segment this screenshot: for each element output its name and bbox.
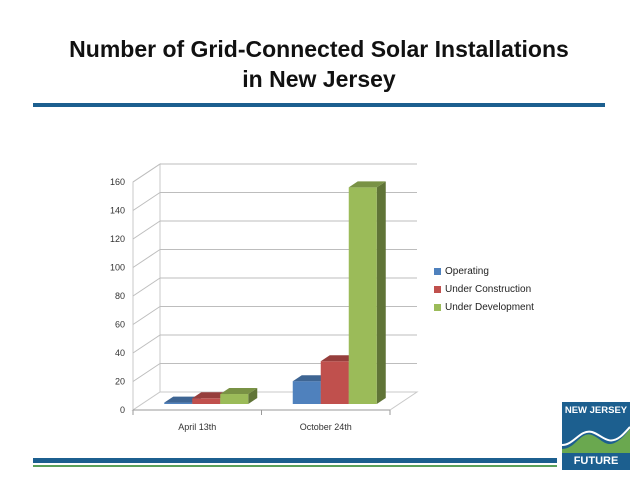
y-tick-label: 0 bbox=[120, 405, 125, 415]
bar-top bbox=[164, 396, 202, 403]
bar-top bbox=[348, 181, 386, 188]
chart-legend: Operating Under Construction Under Develop… bbox=[434, 262, 534, 316]
x-tick-label: April 13th bbox=[178, 422, 216, 432]
gridline-side bbox=[132, 334, 161, 354]
bar bbox=[292, 381, 321, 404]
gridline-side bbox=[132, 249, 161, 268]
y-tick-label: 120 bbox=[110, 234, 125, 244]
bar bbox=[348, 187, 377, 404]
bar-side bbox=[376, 181, 386, 404]
logo-wave-icon bbox=[562, 419, 630, 453]
y-tick-label: 20 bbox=[115, 377, 125, 387]
legend-label: Operating bbox=[445, 265, 489, 277]
legend-label: Under Construction bbox=[445, 283, 532, 295]
bar-side bbox=[248, 388, 258, 404]
gridline-side bbox=[132, 306, 161, 325]
title-divider bbox=[33, 103, 605, 107]
legend-item: Under Development bbox=[434, 298, 534, 316]
legend-swatch bbox=[434, 267, 441, 275]
bar-top bbox=[220, 388, 258, 395]
footer-rule-blue bbox=[33, 458, 557, 463]
gridline-side bbox=[132, 363, 161, 382]
gridline-side bbox=[132, 192, 161, 211]
bar bbox=[220, 394, 249, 404]
legend-swatch bbox=[434, 285, 441, 293]
legend-swatch bbox=[434, 303, 441, 311]
new-jersey-future-logo: NEW JERSEY FUTURE bbox=[562, 402, 630, 470]
gridline-side bbox=[132, 163, 161, 183]
bar-top bbox=[192, 392, 230, 399]
gridline-side bbox=[132, 277, 161, 297]
y-tick-label: 140 bbox=[110, 206, 125, 216]
logo-text-top: NEW JERSEY bbox=[562, 402, 630, 419]
bar-top bbox=[292, 375, 330, 382]
bar-top bbox=[320, 355, 358, 362]
slide-title-line-1: Number of Grid-Connected Solar Installat… bbox=[69, 36, 569, 62]
y-tick-label: 160 bbox=[110, 177, 125, 187]
y-tick-label: 80 bbox=[115, 291, 125, 301]
bar bbox=[164, 402, 193, 404]
legend-item: Operating bbox=[434, 262, 534, 280]
y-tick-label: 100 bbox=[110, 263, 125, 273]
legend-label: Under Development bbox=[445, 301, 534, 313]
gridline-side bbox=[132, 220, 161, 240]
y-tick-label: 60 bbox=[115, 320, 125, 330]
legend-item: Under Construction bbox=[434, 280, 534, 298]
slide-title: Number of Grid-Connected Solar Installat… bbox=[0, 34, 638, 94]
y-tick-label: 40 bbox=[115, 348, 125, 358]
footer-rule-green bbox=[33, 465, 557, 467]
slide-title-line-2: in New Jersey bbox=[242, 66, 396, 92]
bar bbox=[192, 398, 221, 404]
logo-text-bottom: FUTURE bbox=[562, 453, 630, 470]
bar bbox=[320, 361, 349, 404]
x-tick-label: October 24th bbox=[300, 422, 352, 432]
